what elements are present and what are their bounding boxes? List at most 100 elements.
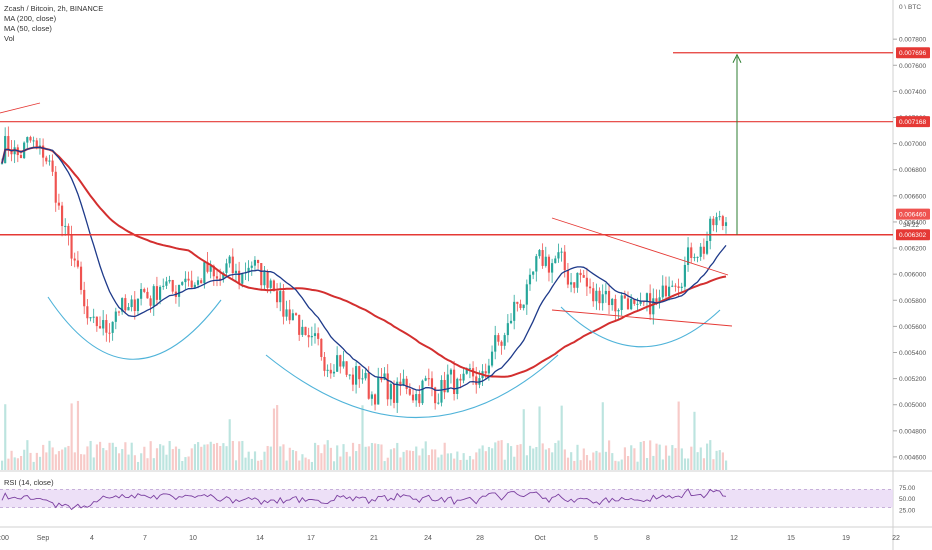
legend-ma200: MA (200, close) (4, 14, 57, 23)
volume-bar (266, 445, 269, 470)
volume-bars (1, 400, 728, 470)
volume-bar (645, 458, 649, 470)
target-price-tag-bg (896, 47, 930, 59)
volume-bar (487, 446, 491, 470)
price-tick-label: 0.006600 (899, 193, 926, 200)
candle-body (544, 256, 547, 266)
time-tick-label: 22 (892, 535, 900, 542)
volume-bar (304, 457, 307, 470)
volume-bar (522, 409, 525, 470)
candle-body (79, 266, 83, 290)
volume-bar (506, 443, 510, 470)
countdown-label: 34:22 (903, 222, 920, 229)
candle-body (693, 257, 696, 259)
candle-body (579, 272, 582, 276)
price-tick-label: 0.006800 (899, 167, 926, 174)
candle-body (282, 291, 285, 317)
volume-bar (585, 455, 589, 470)
candle-body (459, 378, 462, 381)
volume-bar (620, 459, 623, 470)
volume-bar (370, 442, 374, 470)
candle-body (554, 258, 557, 264)
volume-bar (57, 451, 61, 470)
time-tick-label: 12 (730, 535, 738, 542)
volume-bar (238, 441, 241, 470)
candle-body (465, 368, 468, 374)
candle-body (405, 378, 408, 389)
candle-body (92, 316, 95, 318)
resistance-price-tag: 0.007168 (896, 116, 930, 128)
volume-bar (121, 449, 124, 470)
volume-bar (617, 461, 620, 470)
volume-bar (402, 451, 405, 470)
volume-bar (257, 460, 260, 470)
candle-body (345, 361, 348, 375)
candle-body (67, 225, 70, 236)
candle-body (285, 309, 288, 317)
volume-bar (76, 400, 80, 470)
candle-body (200, 280, 203, 284)
volume-bar (528, 445, 532, 470)
candle-body (655, 298, 658, 304)
volume-bar (424, 441, 427, 470)
volume-bar (614, 460, 617, 470)
candle-body (709, 218, 712, 241)
volume-bar (136, 461, 140, 470)
rsi-tick-label: 75.00 (899, 485, 916, 492)
candle-body (266, 271, 269, 288)
volume-bar (244, 457, 247, 470)
volume-bar (437, 457, 440, 470)
candle-body (677, 286, 680, 288)
volume-bar (181, 461, 184, 470)
price-tick-label: 0.007000 (899, 141, 926, 148)
volume-bar (576, 444, 579, 470)
volume-bar (348, 456, 351, 470)
volume-bar (19, 456, 23, 470)
candle-body (140, 289, 143, 299)
candle-body (418, 394, 421, 404)
time-tick-label: 10 (189, 535, 197, 542)
volume-bar (516, 444, 519, 470)
candle-body (614, 298, 617, 312)
volume-bar (269, 446, 272, 470)
price-tick-label: 0.007400 (899, 89, 926, 96)
resistance-price-tag-bg (896, 116, 930, 128)
candle-body (490, 351, 494, 366)
volume-bar (598, 452, 601, 470)
candle-body (702, 246, 705, 254)
volume-bar (497, 440, 500, 470)
candle-body (525, 284, 528, 305)
candle-body (203, 262, 206, 284)
candle-body (532, 271, 535, 275)
price-tick-label: 0.005000 (899, 402, 926, 409)
volume-bar (478, 448, 481, 470)
candle-body (592, 288, 595, 302)
candle-body (437, 402, 440, 404)
volume-bar (187, 456, 190, 470)
candle-body (645, 293, 649, 303)
candle-body (661, 285, 664, 298)
volume-bar (702, 458, 706, 470)
candle-body (453, 369, 456, 395)
chart-legend: Zcash / Bitcoin, 2h, BINANCE MA (200, cl… (4, 4, 103, 44)
candle-body (291, 313, 294, 321)
volume-bar (295, 451, 298, 470)
volume-bar (547, 448, 551, 470)
legend-ma50: MA (50, close) (4, 24, 52, 33)
volume-bar (715, 450, 718, 470)
candle-body (348, 374, 351, 376)
volume-bar (510, 446, 513, 470)
candle-body (658, 297, 661, 304)
candle-body (317, 333, 320, 339)
candle-body (377, 377, 380, 405)
candle-body (380, 377, 383, 380)
volume-bar (604, 451, 608, 470)
volume-bar (146, 458, 149, 470)
time-tick-label: 24 (424, 535, 432, 542)
candle-body (386, 373, 389, 400)
volume-bar (215, 442, 219, 470)
candle-body (7, 136, 10, 150)
volume-bar (639, 441, 642, 470)
price-tick-label: 0.006400 (899, 219, 926, 226)
